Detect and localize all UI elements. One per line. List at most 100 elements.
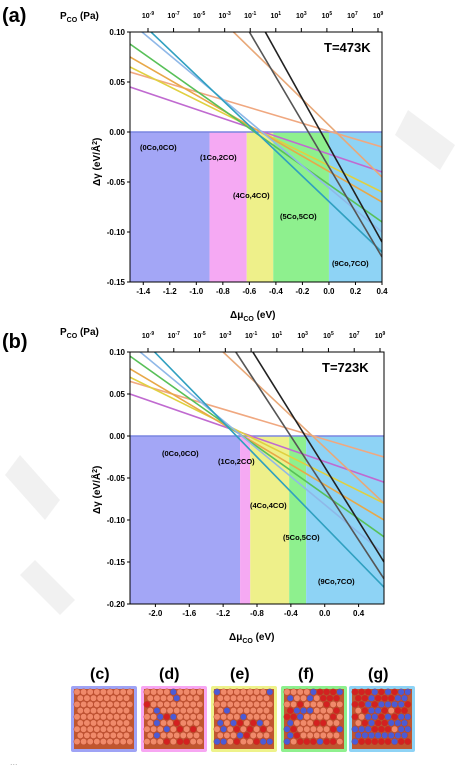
atom: [384, 688, 392, 696]
atom: [176, 713, 184, 721]
panel-b-series-line-10: [252, 352, 384, 563]
atom: [90, 694, 97, 702]
atom: [179, 719, 187, 727]
atom: [179, 707, 187, 714]
atom: [368, 732, 375, 739]
atom: [259, 688, 267, 696]
atom: [93, 713, 101, 721]
panel-b-x-ticks: -2.0 -1.6 -1.2 -0.8 -0.4 0.0 0.4: [149, 604, 365, 618]
atom: [143, 738, 151, 745]
panel-a-top-ticks: 10-9 10-7 10-5 10-3 10-1 101 103 105 107 109: [142, 11, 384, 32]
atom: [361, 707, 369, 714]
atom: [364, 701, 372, 708]
structure-thumbnail-1: [141, 686, 207, 752]
atom: [146, 719, 154, 727]
atom: [109, 694, 117, 702]
panel-b: (b) PCO (Pa) 10-9 10-7 10-5 10-3 10-1 101 103 1…: [2, 327, 386, 645]
atom: [361, 732, 369, 739]
atom: [290, 725, 297, 733]
panel-b-ylabel: Δγ (eV/Å2): [90, 466, 103, 514]
atom: [223, 732, 231, 739]
atom: [300, 732, 307, 739]
atom: [126, 738, 134, 745]
atom: [103, 694, 111, 702]
panel-a-top-tick-label-8: 107: [347, 11, 358, 20]
panel-a: (a) PCO (Pa) 10-9 10-7 10-5 10-3 10-1 101 103 1…: [2, 5, 388, 323]
atom: [73, 701, 81, 708]
atom: [329, 688, 337, 696]
panel-a-series-line-8: [232, 32, 382, 178]
atom: [109, 719, 117, 727]
atom: [391, 738, 398, 745]
atom: [397, 688, 405, 696]
atom: [76, 694, 84, 702]
atom: [146, 694, 154, 702]
panel-b-ytick-label-6: -0.20: [107, 600, 126, 609]
panel-b-series-line-2: [130, 393, 384, 483]
atom: [329, 725, 337, 733]
atom: [153, 719, 161, 727]
atom: [283, 738, 291, 745]
atom: [233, 725, 241, 733]
atom: [113, 701, 121, 708]
panel-b-xtick-label-0: -2.0: [149, 609, 163, 618]
atom: [306, 732, 314, 739]
atom: [163, 738, 171, 745]
atom: [377, 713, 385, 721]
atom: [401, 694, 408, 702]
atom: [306, 719, 314, 727]
atom: [239, 738, 247, 745]
atom: [156, 713, 164, 721]
atom: [263, 719, 270, 727]
atom: [296, 688, 304, 696]
atom: [153, 694, 161, 702]
atom: [290, 688, 297, 696]
atom: [381, 719, 389, 727]
atom: [293, 694, 301, 702]
atom: [358, 738, 365, 745]
panel-b-xlabel: ΔμCO (eV): [229, 632, 274, 645]
atom: [309, 713, 317, 721]
atom: [93, 725, 101, 733]
panel-a-xtick-label-6: -0.2: [296, 287, 310, 296]
atom: [364, 725, 372, 733]
atom: [183, 725, 191, 733]
atom: [216, 694, 224, 702]
atom: [283, 725, 291, 733]
atom: [116, 694, 124, 702]
atom: [93, 738, 101, 745]
atom: [186, 719, 194, 727]
atom: [394, 719, 402, 727]
atom: [351, 688, 359, 696]
structure-label-g: (g): [368, 666, 388, 683]
atom: [236, 732, 244, 739]
atom: [173, 732, 181, 739]
panel-a-series-line-9: [248, 32, 382, 258]
atom: [309, 738, 317, 745]
atom: [323, 688, 330, 696]
atom: [259, 701, 267, 708]
atom: [394, 694, 402, 702]
atom: [361, 719, 369, 727]
panel-b-ytick-label-0: 0.10: [109, 348, 125, 357]
atom: [73, 713, 81, 721]
atom: [371, 701, 379, 708]
atom: [100, 725, 107, 733]
atom: [163, 688, 171, 696]
atom: [377, 738, 385, 745]
atom: [80, 713, 88, 721]
panel-b-top-tick-label-4: 10-1: [245, 331, 257, 340]
atom: [313, 707, 321, 714]
atom: [404, 701, 412, 708]
atom: [76, 707, 84, 714]
panel-b-temp-label: T=723K: [322, 360, 369, 375]
panel-a-regions: [130, 132, 382, 282]
atom: [163, 701, 171, 708]
atom: [230, 707, 237, 714]
atom: [377, 725, 385, 733]
atom: [303, 713, 311, 721]
atom: [150, 688, 158, 696]
atom: [226, 701, 234, 708]
atom: [336, 701, 344, 708]
atom: [230, 719, 237, 727]
